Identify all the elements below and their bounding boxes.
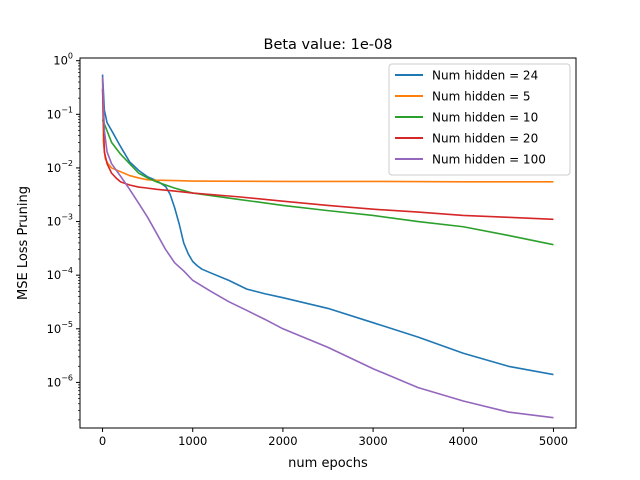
series-line-2 <box>101 119 554 246</box>
legend-label: Num hidden = 100 <box>432 153 546 167</box>
x-tick-label: 2000 <box>268 434 297 448</box>
legend-label: Num hidden = 20 <box>432 132 538 146</box>
chart-title: Beta value: 1e-08 <box>264 37 393 53</box>
x-tick-label: 5000 <box>539 434 568 448</box>
y-tick-label: 10−5 <box>47 320 73 336</box>
legend: Num hidden = 24 Num hidden = 5 Num hidden … <box>388 63 571 176</box>
y-tick-label: 10−4 <box>47 266 73 282</box>
x-axis: 0 1000 2000 3000 4000 5000 <box>99 428 568 448</box>
series-line-0 <box>101 74 554 376</box>
series-line-4 <box>101 76 554 419</box>
series-layer <box>101 74 554 419</box>
x-axis-label: num epochs <box>288 456 368 471</box>
legend-label: Num hidden = 5 <box>432 90 531 104</box>
y-axis: 100 10−1 10−2 10−3 10−4 10−5 10−6 <box>47 52 80 421</box>
legend-box <box>388 63 571 176</box>
y-tick-label: 10−6 <box>47 373 73 389</box>
x-tick-label: 0 <box>99 434 106 448</box>
x-tick-label: 4000 <box>449 434 478 448</box>
legend-label: Num hidden = 10 <box>432 111 538 125</box>
x-tick-label: 1000 <box>178 434 207 448</box>
x-tick-label: 3000 <box>358 434 387 448</box>
y-tick-label: 10−3 <box>47 213 73 229</box>
y-tick-label: 10−2 <box>47 159 73 175</box>
y-tick-label: 100 <box>53 52 73 68</box>
y-tick-label: 10−1 <box>47 105 73 121</box>
legend-label: Num hidden = 24 <box>432 69 538 83</box>
y-axis-label: MSE Loss Pruning <box>16 186 31 300</box>
series-line-3 <box>101 88 554 221</box>
